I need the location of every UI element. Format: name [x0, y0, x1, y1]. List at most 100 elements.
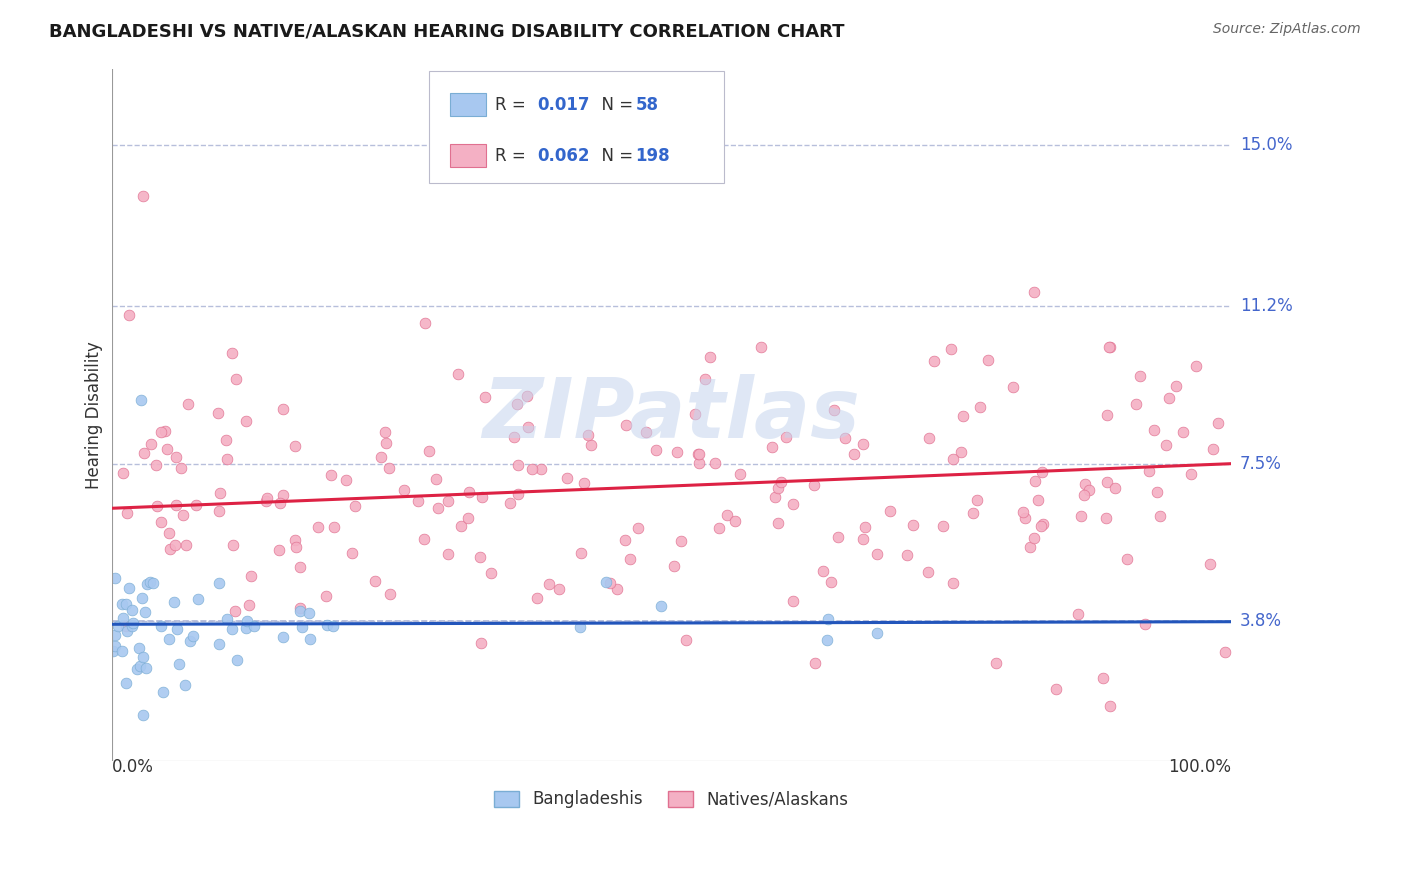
Point — [1024, 474, 1046, 488]
Text: 11.2%: 11.2% — [1240, 297, 1292, 316]
Point — [977, 353, 1000, 368]
Point — [852, 437, 875, 451]
Point — [579, 437, 602, 451]
Point — [724, 514, 747, 528]
Point — [323, 519, 346, 533]
Point — [307, 520, 329, 534]
Point — [254, 494, 277, 508]
Point — [823, 403, 845, 417]
Point — [153, 424, 176, 438]
Point — [139, 437, 162, 451]
Point — [474, 390, 496, 404]
Point — [1098, 698, 1121, 713]
Point — [374, 436, 396, 450]
Point — [298, 607, 321, 621]
Legend: Bangladeshis, Natives/Alaskans: Bangladeshis, Natives/Alaskans — [488, 784, 855, 815]
Point — [1001, 380, 1024, 394]
Point — [782, 593, 804, 607]
Point — [288, 604, 311, 618]
Point — [173, 678, 195, 692]
Point — [1012, 505, 1035, 519]
Point — [1031, 465, 1053, 479]
Point — [364, 574, 387, 588]
Point — [374, 425, 396, 439]
Text: 0.017: 0.017 — [537, 95, 589, 113]
Point — [506, 396, 529, 410]
Point — [688, 447, 710, 461]
Point — [378, 461, 401, 475]
Point — [136, 577, 159, 591]
Point — [342, 546, 364, 560]
Point — [132, 446, 155, 460]
Text: 0.0%: 0.0% — [111, 757, 153, 776]
Point — [820, 575, 842, 590]
Point — [666, 445, 689, 459]
Point — [181, 629, 204, 643]
Point — [450, 519, 472, 533]
Point — [683, 407, 706, 421]
Point — [1180, 467, 1202, 481]
Point — [827, 530, 849, 544]
Point — [853, 520, 876, 534]
Point — [811, 564, 834, 578]
Point — [221, 346, 243, 360]
Point — [408, 493, 430, 508]
Point — [236, 614, 259, 628]
Text: 100.0%: 100.0% — [1168, 757, 1232, 776]
Point — [650, 599, 672, 613]
Point — [569, 546, 592, 560]
Point — [104, 570, 127, 584]
Text: 7.5%: 7.5% — [1240, 455, 1282, 473]
Point — [149, 425, 172, 440]
Point — [107, 619, 129, 633]
Point — [142, 575, 165, 590]
Point — [186, 498, 208, 512]
Point — [208, 504, 231, 518]
Point — [121, 619, 143, 633]
Point — [468, 549, 491, 564]
Text: 15.0%: 15.0% — [1240, 136, 1292, 154]
Point — [163, 595, 186, 609]
Point — [634, 425, 657, 440]
Text: BANGLADESHI VS NATIVE/ALASKAN HEARING DISABILITY CORRELATION CHART: BANGLADESHI VS NATIVE/ALASKAN HEARING DI… — [49, 22, 845, 40]
Point — [271, 631, 294, 645]
Point — [969, 400, 991, 414]
Point — [1149, 508, 1171, 523]
Point — [150, 619, 173, 633]
Point — [112, 466, 135, 480]
Point — [1073, 488, 1095, 502]
Point — [1097, 340, 1119, 354]
Point — [208, 485, 231, 500]
Point — [128, 659, 150, 673]
Point — [1143, 423, 1166, 437]
Point — [703, 456, 725, 470]
Point — [413, 317, 436, 331]
Point — [1166, 379, 1188, 393]
Point — [225, 653, 247, 667]
Point — [121, 603, 143, 617]
Point — [427, 500, 450, 515]
Point — [170, 461, 193, 475]
Text: 198: 198 — [636, 147, 671, 165]
Point — [1146, 484, 1168, 499]
Point — [1157, 392, 1180, 406]
Point — [177, 397, 200, 411]
Point — [288, 601, 311, 615]
Point — [613, 533, 636, 548]
Point — [437, 493, 460, 508]
Point — [412, 532, 434, 546]
Point — [114, 676, 136, 690]
Point — [716, 508, 738, 522]
Point — [447, 368, 470, 382]
Point — [1066, 607, 1088, 621]
Point — [392, 483, 415, 497]
Point — [1026, 492, 1049, 507]
Point — [942, 451, 965, 466]
Point — [1133, 616, 1156, 631]
Point — [803, 478, 825, 492]
Point — [225, 372, 247, 386]
Point — [150, 515, 173, 529]
Point — [1091, 671, 1114, 685]
Text: R =: R = — [495, 95, 531, 113]
Point — [217, 452, 239, 467]
